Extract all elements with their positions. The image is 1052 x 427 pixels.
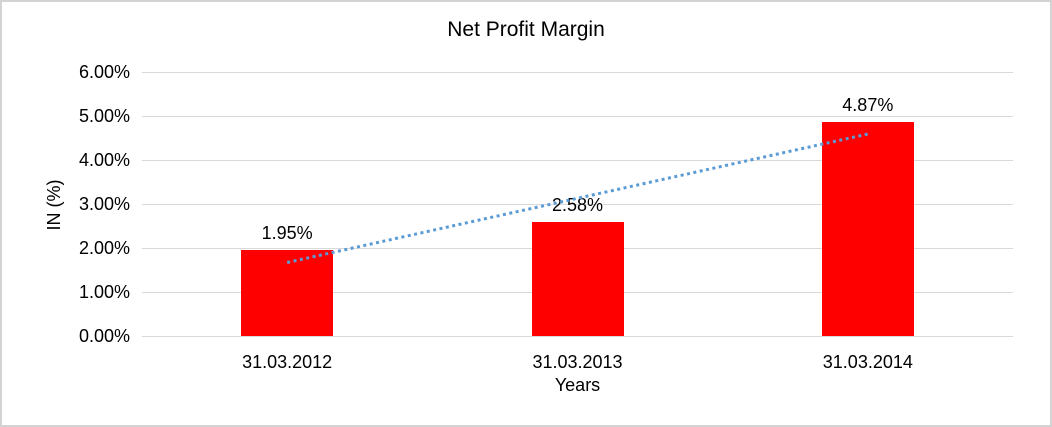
- y-axis-tick-label: 1.00%: [78, 282, 130, 302]
- y-axis-tick-label: 6.00%: [78, 62, 130, 82]
- y-axis-tick-label: 3.00%: [78, 194, 130, 214]
- y-axis-tick-label: 2.00%: [78, 238, 130, 258]
- x-axis-category-label: 31.03.2013: [532, 352, 623, 372]
- x-axis-category-label: 31.03.2014: [822, 352, 913, 372]
- chart-title: Net Profit Margin: [447, 18, 605, 41]
- gridline: [142, 72, 1013, 73]
- bar: [531, 222, 624, 336]
- x-axis-title: Years: [554, 375, 601, 395]
- y-axis-tick-label: 0.00%: [78, 326, 130, 346]
- gridline: [142, 116, 1013, 117]
- y-axis-tick-label: 4.00%: [78, 150, 130, 170]
- bar: [821, 121, 914, 336]
- x-axis-category-label: 31.03.2012: [242, 352, 333, 372]
- bar-data-label: 4.87%: [842, 94, 894, 115]
- gridline: [142, 336, 1013, 337]
- y-axis-tick-label: 5.00%: [78, 106, 130, 126]
- bar-data-label: 1.95%: [261, 223, 313, 244]
- bar-data-label: 2.58%: [551, 195, 604, 216]
- bar: [241, 250, 334, 336]
